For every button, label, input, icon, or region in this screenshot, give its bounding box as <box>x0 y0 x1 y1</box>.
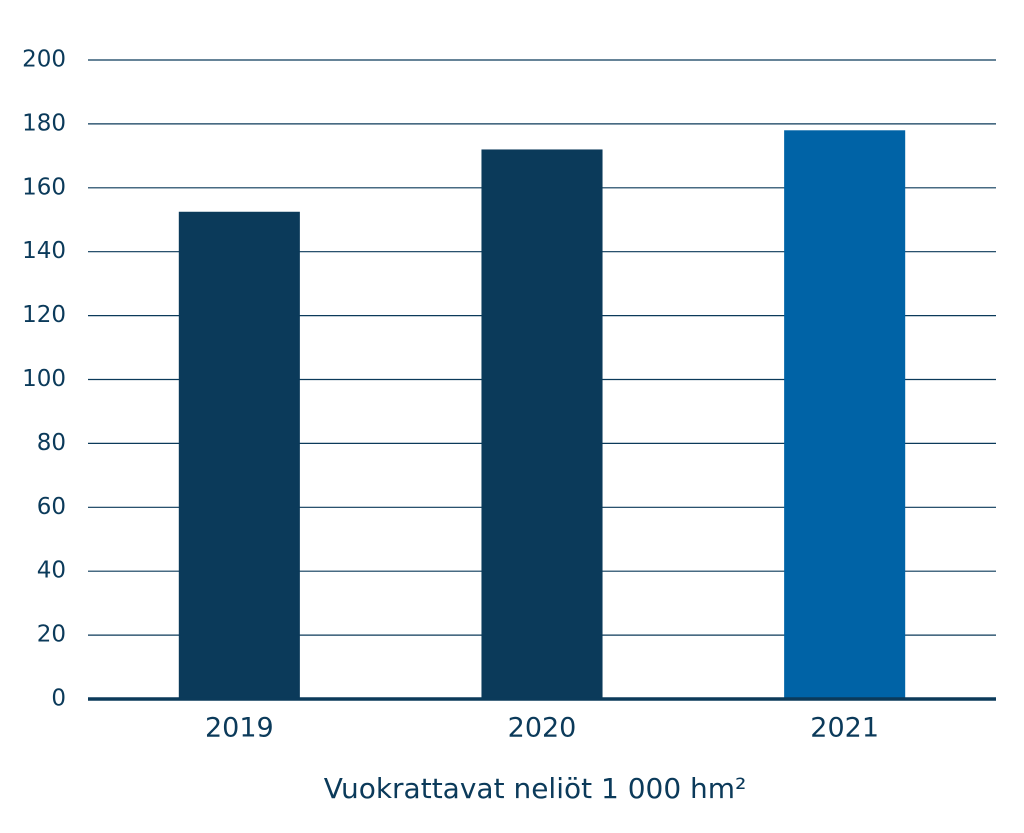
bar <box>481 149 603 699</box>
y-tick-label: 140 <box>22 238 66 264</box>
y-tick-label: 80 <box>37 430 66 456</box>
y-tick-label: 0 <box>51 686 66 712</box>
y-tick-label: 40 <box>37 558 66 584</box>
y-tick-label: 100 <box>22 366 66 392</box>
x-axis-title: Vuokrattavat neliöt 1 000 hm² <box>324 772 747 805</box>
x-tick-label: 2020 <box>508 713 577 744</box>
x-tick-label: 2021 <box>810 713 879 744</box>
y-tick-label: 120 <box>22 302 66 328</box>
bar <box>784 130 906 700</box>
y-tick-label: 200 <box>22 47 66 73</box>
y-tick-label: 60 <box>37 494 66 520</box>
y-tick-label: 20 <box>37 622 66 648</box>
bar <box>178 211 300 699</box>
x-tick-label: 2019 <box>205 713 274 744</box>
y-tick-label: 180 <box>22 110 66 136</box>
y-tick-label: 160 <box>22 174 66 200</box>
